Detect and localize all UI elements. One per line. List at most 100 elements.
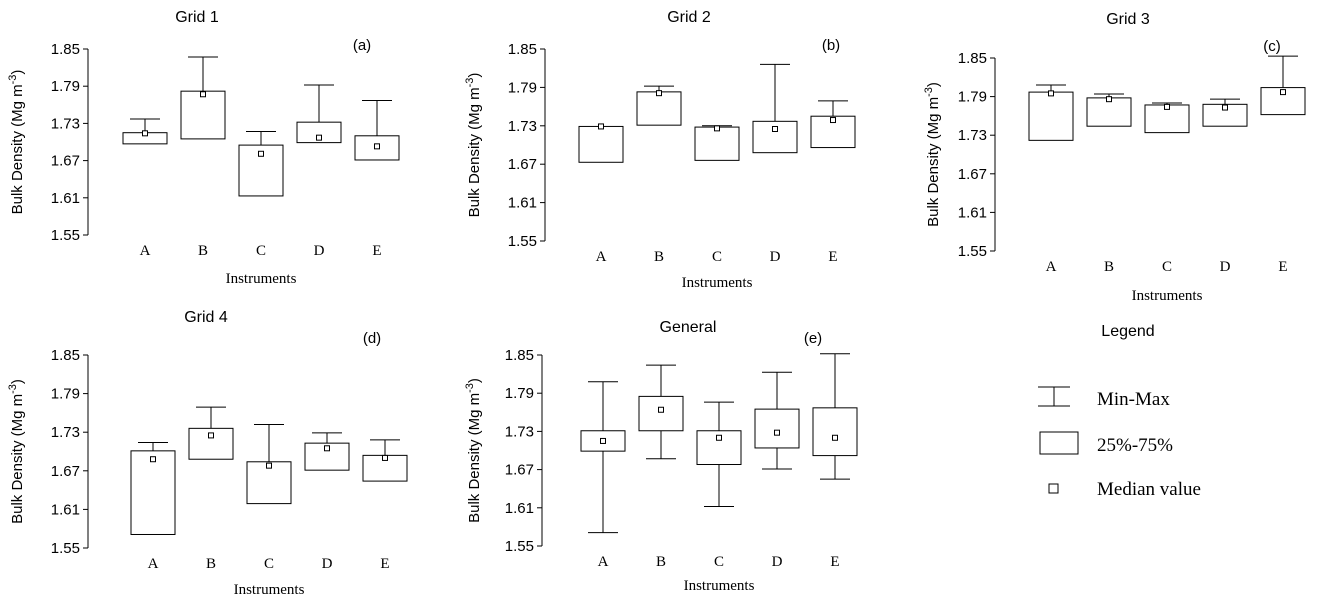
x-tick-label: A [148,556,159,572]
median-marker [1164,103,1170,110]
iqr-box [296,121,342,144]
x-tick-label: E [828,249,837,265]
y-tick-label: 1.79 [51,78,80,95]
x-tick-label: E [372,243,381,259]
x-tick-label: C [1162,259,1172,275]
box-d [754,371,800,470]
boxplot-panel-4: Grid 4 (d) 1.85 1.79 1.73 1.67 1.61 1.55 Bulk De… [7,309,408,598]
iqr-box [1086,97,1132,127]
box-b [188,406,234,460]
legend-label-iqr: 25%-75% [1097,435,1173,456]
x-tick-label: A [596,249,607,265]
y-tick-label: 1.61 [958,204,987,221]
legend-label-median: Median value [1097,479,1201,500]
y-tick-label: 1.73 [51,424,80,441]
boxplot-panel-5: General (e) 1.85 1.79 1.73 1.67 1.61 1.55 Bulk D… [464,319,858,594]
box-a [578,123,624,163]
chart-title: Grid 3 [1106,11,1150,28]
iqr-box [638,395,684,432]
y-tick-label: 1.79 [508,79,537,96]
y-tick-label: 1.73 [51,115,80,132]
y-axis-label: Bulk Density (Mg m-3) [464,73,483,218]
box-d [752,63,798,154]
x-tick-label: A [1046,259,1057,275]
y-tick-label: 1.79 [51,386,80,403]
box-b [180,56,226,140]
median-marker [598,123,604,130]
x-tick-label: D [1220,259,1231,275]
x-tick-label: B [206,556,216,572]
y-tick-label: 1.79 [958,89,987,106]
legend: Legend Min-Max 25%-75% Median value [1038,323,1201,500]
y-tick-label: 1.73 [958,127,987,144]
box-a [130,441,176,535]
box-b [638,364,684,460]
y-axis-label: Bulk Density (Mg m-3) [7,70,26,215]
median-marker [316,134,322,141]
box-d [1202,98,1248,127]
y-tick-label: 1.61 [505,500,534,517]
median-marker [1048,90,1054,97]
median-marker [266,462,272,469]
y-tick-label: 1.67 [505,462,534,479]
iqr-box [694,126,740,161]
iqr-box [130,450,176,535]
panel-label: (d) [363,330,381,347]
y-tick-label: 1.67 [508,156,537,173]
y-tick-label: 1.61 [508,195,537,212]
box-b [1086,93,1132,127]
chart-title: Grid 1 [175,9,219,26]
y-tick-label: 1.67 [958,166,987,183]
x-tick-label: E [1278,259,1287,275]
chart-title: General [660,319,717,336]
iqr-box [754,408,800,449]
iqr-box [812,407,858,457]
x-tick-label: C [256,243,266,259]
iqr-box [636,91,682,126]
y-tick-label: 1.55 [958,243,987,260]
x-tick-label: A [598,554,609,570]
median-marker [150,456,156,463]
median-marker [772,126,778,132]
x-axis-label: Instruments [1132,288,1203,304]
y-axis-label: Bulk Density (Mg m-3) [7,379,26,524]
box-e [810,100,856,149]
median-marker [142,130,148,137]
y-tick-label: 1.85 [51,41,80,58]
y-tick-label: 1.55 [51,540,80,557]
box-c [238,130,284,197]
iqr-box [180,90,226,140]
box-d [304,432,350,471]
iqr-box [1028,91,1074,141]
iqr-box [578,125,624,163]
y-axis-label: Bulk Density (Mg m-3) [923,82,942,227]
median-marker [1106,96,1112,103]
median-marker [832,434,838,441]
median-marker [1222,104,1228,111]
median-marker [200,91,206,98]
box-e [812,353,858,480]
box-c [246,423,292,505]
y-tick-label: 1.85 [508,41,537,58]
y-tick-label: 1.85 [505,347,534,364]
panel-label: (b) [822,37,840,54]
y-tick-label: 1.67 [51,153,80,170]
x-tick-label: B [198,243,208,259]
y-tick-label: 1.55 [508,233,537,250]
x-tick-label: E [380,556,389,572]
y-tick-label: 1.79 [505,385,534,402]
iqr-box [246,461,292,505]
median-marker [716,434,722,441]
x-tick-label: D [770,249,781,265]
panel-label: (e) [804,330,822,347]
x-axis-label: Instruments [684,578,755,594]
x-tick-label: C [264,556,274,572]
y-tick-label: 1.61 [51,501,80,518]
median-marker [600,437,606,444]
median-square-icon [1048,483,1059,494]
median-marker [382,454,388,461]
y-tick-label: 1.55 [505,538,534,555]
x-axis-label: Instruments [226,271,297,287]
y-tick-label: 1.61 [51,190,80,207]
